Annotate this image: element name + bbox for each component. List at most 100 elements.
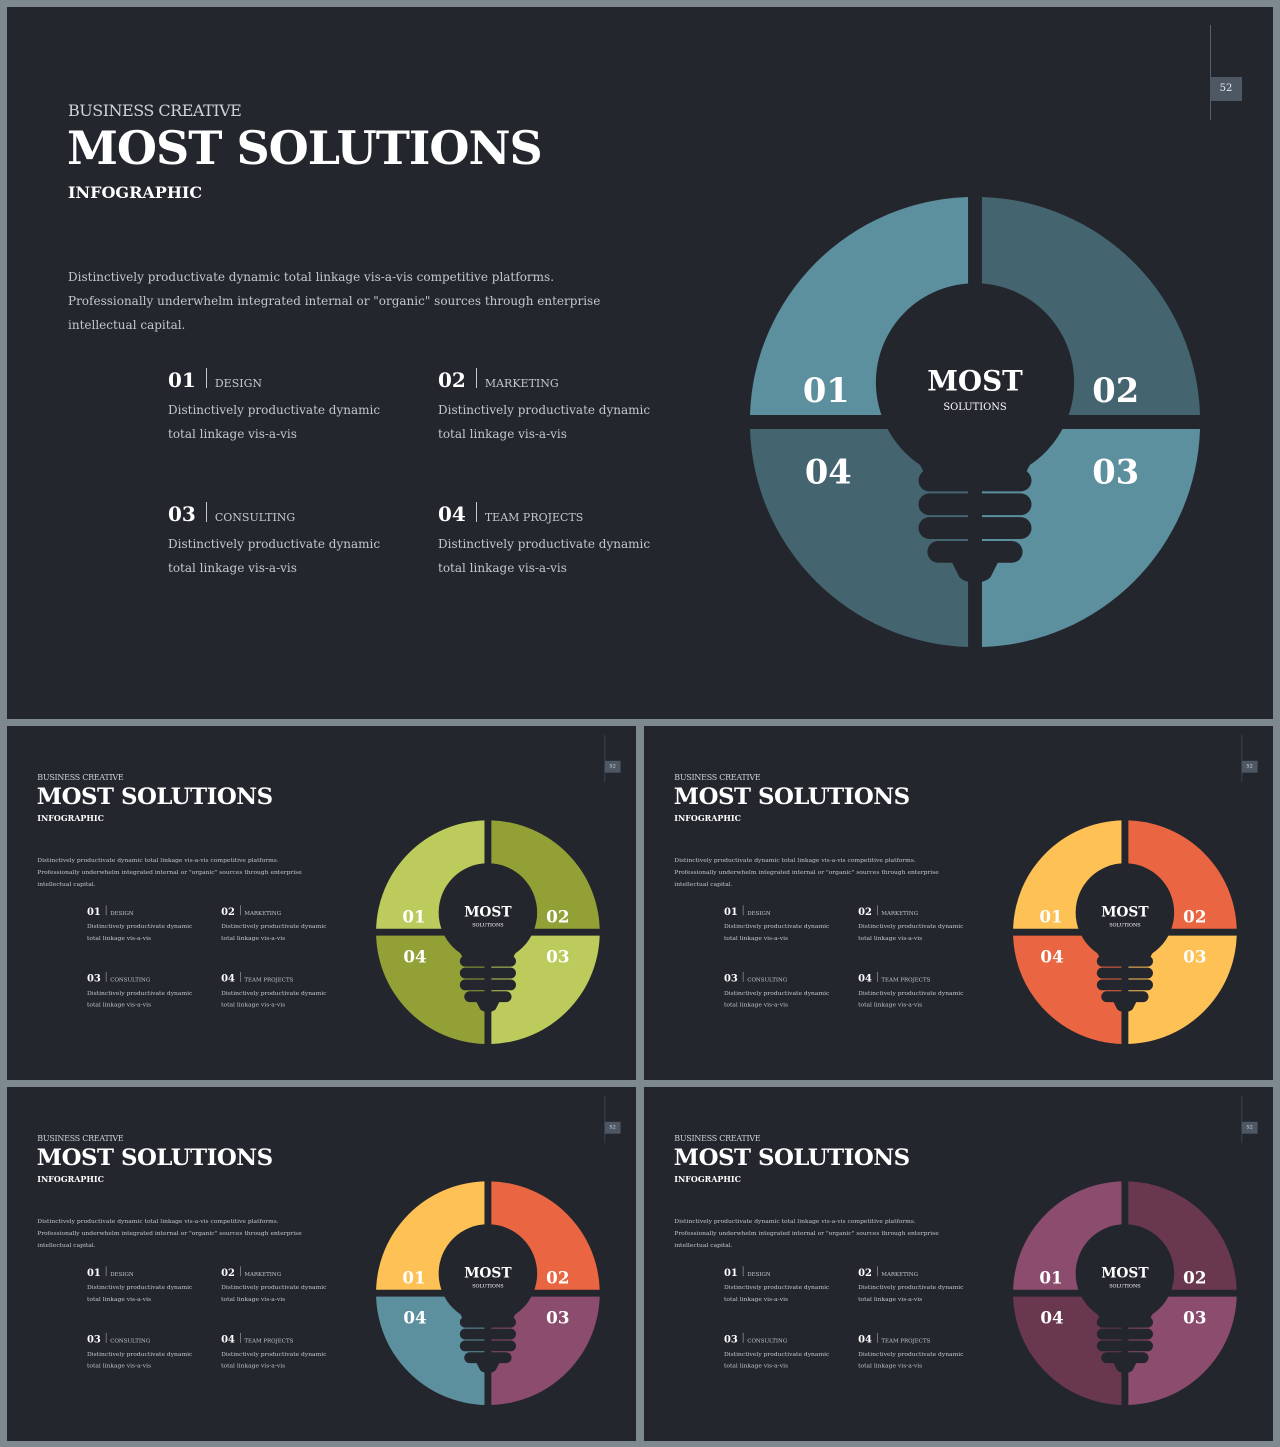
slide-content: 52 BUSINESS CREATIVE MOST SOLUTIONS INFO… — [7, 1087, 636, 1441]
item-text: Distinctively productivate dynamic total… — [168, 403, 381, 441]
ring-label-01: 01 — [402, 1267, 425, 1287]
item-text: Distinctively productivate dynamic total… — [723, 1350, 830, 1370]
item-text: Distinctively productivate dynamic total… — [438, 537, 651, 575]
item-consulting: 03 CONSULTING Distinctively productivate … — [723, 1332, 833, 1372]
item-design: 01 DESIGN Distinctively productivate dyna… — [724, 1266, 833, 1305]
slide-orange[interactable]: 52 BUSINESS CREATIVE MOST SOLUTIONS INFO… — [644, 726, 1273, 1080]
ring-label-03: 03 — [1092, 451, 1139, 491]
ring-quadrant-04[interactable] — [376, 1296, 485, 1405]
description: Distinctively productivate dynamic total… — [674, 1217, 939, 1249]
item-text: Distinctively productivate dynamic total… — [723, 1283, 830, 1303]
ring-label-02: 02 — [546, 1267, 569, 1287]
item-marketing: 02 MARKETING Distinctively productivate d… — [858, 1266, 967, 1305]
slide-teal[interactable]: 52 BUSINESS CREATIVE MOST SOLUTIONS INFO… — [7, 7, 1273, 719]
subtitle: INFOGRAPHIC — [674, 813, 741, 823]
item-text: Distinctively productivate dynamic total… — [858, 1350, 964, 1370]
item-number: 04 — [221, 1332, 235, 1345]
divider — [475, 368, 477, 388]
description: Distinctively productivate dynamic total… — [68, 270, 601, 332]
item-team-projects: 04 TEAM PROJECTS Distinctively productiva… — [858, 971, 967, 1011]
ring-label-03: 03 — [546, 1308, 569, 1328]
item-label: MARKETING — [881, 1270, 919, 1278]
item-label: DESIGN — [214, 377, 262, 390]
item-number: 01 — [723, 905, 738, 918]
item-number: 02 — [438, 368, 466, 392]
item-number: 03 — [86, 1332, 101, 1345]
page-title: MOST SOLUTIONS — [36, 782, 273, 810]
lightbulb-icon — [1075, 1224, 1175, 1373]
ring-quadrant-04[interactable] — [1013, 935, 1122, 1044]
ring-quadrant-03[interactable] — [1128, 935, 1237, 1044]
ring-label-02: 02 — [1183, 1267, 1206, 1287]
ring-label-01: 01 — [1039, 1267, 1062, 1287]
ring-quadrant-04[interactable] — [749, 428, 969, 648]
ring-quadrant-04[interactable] — [1013, 1296, 1122, 1405]
item-team-projects: 04 TEAM PROJECTS Distinctively productiva… — [221, 1332, 330, 1372]
ring-quadrant-03[interactable] — [1128, 1296, 1237, 1405]
item-number: 03 — [168, 502, 196, 526]
description: Distinctively productivate dynamic total… — [674, 856, 939, 888]
page-title: MOST SOLUTIONS — [67, 121, 543, 175]
page-title: MOST SOLUTIONS — [36, 1143, 273, 1171]
item-label: TEAM PROJECTS — [244, 1337, 294, 1344]
subtitle: INFOGRAPHIC — [68, 183, 203, 202]
item-consulting: 03 CONSULTING Distinctively productivate … — [168, 502, 388, 580]
pre-title: BUSINESS CREATIVE — [68, 101, 242, 120]
item-marketing: 02 MARKETING Distinctively productivate d… — [221, 905, 330, 944]
bulb-ring-infographic: 01 02 03 04 MOST SOLUTIONS — [375, 1180, 602, 1407]
ring-label-01: 01 — [803, 370, 850, 410]
item-text: Distinctively productivate dynamic total… — [86, 1350, 193, 1370]
item-marketing: 02 MARKETING Distinctively productivate d… — [438, 368, 658, 446]
item-number: 02 — [221, 1266, 235, 1279]
ring-quadrant-04[interactable] — [376, 935, 485, 1044]
page-number-badge: 52 — [604, 1121, 621, 1134]
ring-label-02: 02 — [1092, 370, 1139, 410]
ring-label-03: 03 — [546, 947, 569, 967]
item-label: TEAM PROJECTS — [881, 976, 931, 983]
item-label: TEAM PROJECTS — [244, 976, 294, 983]
item-number: 01 — [168, 368, 196, 392]
item-number: 02 — [221, 905, 235, 918]
ring-label-04: 04 — [805, 451, 852, 491]
lightbulb-icon — [438, 1224, 538, 1373]
bulb-subtitle: SOLUTIONS — [472, 922, 503, 928]
item-text: Distinctively productivate dynamic total… — [858, 922, 964, 942]
item-text: Distinctively productivate dynamic total… — [86, 989, 193, 1009]
description: Distinctively productivate dynamic total… — [37, 856, 302, 888]
subtitle: INFOGRAPHIC — [674, 1174, 741, 1184]
page-title: MOST SOLUTIONS — [673, 782, 910, 810]
page-number-badge: 52 — [1241, 760, 1258, 773]
item-text: Distinctively productivate dynamic total… — [858, 989, 964, 1009]
item-number: 03 — [723, 971, 738, 984]
item-label: DESIGN — [110, 909, 134, 917]
item-label: DESIGN — [747, 1270, 771, 1278]
pre-title: BUSINESS CREATIVE — [674, 772, 761, 783]
slide-purple[interactable]: 52 BUSINESS CREATIVE MOST SOLUTIONS INFO… — [644, 1087, 1273, 1441]
ring-label-03: 03 — [1183, 1308, 1206, 1328]
ring-label-01: 01 — [402, 906, 425, 926]
slide-content: 52 BUSINESS CREATIVE MOST SOLUTIONS INFO… — [7, 726, 636, 1080]
item-team-projects: 04 TEAM PROJECTS Distinctively productiva… — [438, 502, 658, 580]
item-text: Distinctively productivate dynamic total… — [723, 922, 830, 942]
slide-content: 52 BUSINESS CREATIVE MOST SOLUTIONS INFO… — [7, 7, 1273, 719]
subtitle: INFOGRAPHIC — [37, 813, 104, 823]
item-label: CONSULTING — [110, 1337, 151, 1344]
slide-green[interactable]: 52 BUSINESS CREATIVE MOST SOLUTIONS INFO… — [7, 726, 636, 1080]
bulb-ring-infographic: 01 02 03 04 MOST SOLUTIONS — [375, 819, 602, 1046]
item-number: 01 — [723, 1266, 738, 1279]
lightbulb-icon — [875, 283, 1075, 583]
item-label: CONSULTING — [747, 976, 788, 983]
lightbulb-icon — [438, 863, 538, 1012]
item-consulting: 03 CONSULTING Distinctively productivate … — [723, 971, 833, 1011]
bulb-ring-infographic: 01 02 03 04 MOST SOLUTIONS — [1012, 819, 1239, 1046]
bulb-subtitle: SOLUTIONS — [1109, 922, 1140, 928]
slide-mixed[interactable]: 52 BUSINESS CREATIVE MOST SOLUTIONS INFO… — [7, 1087, 636, 1441]
item-marketing: 02 MARKETING Distinctively productivate d… — [221, 1266, 330, 1305]
item-team-projects: 04 TEAM PROJECTS Distinctively productiva… — [858, 1332, 967, 1372]
ring-quadrant-03[interactable] — [491, 935, 600, 1044]
ring-quadrant-03[interactable] — [981, 428, 1201, 648]
item-text: Distinctively productivate dynamic total… — [86, 922, 193, 942]
ring-quadrant-03[interactable] — [491, 1296, 600, 1405]
item-marketing: 02 MARKETING Distinctively productivate d… — [858, 905, 967, 944]
item-number: 04 — [438, 502, 466, 526]
